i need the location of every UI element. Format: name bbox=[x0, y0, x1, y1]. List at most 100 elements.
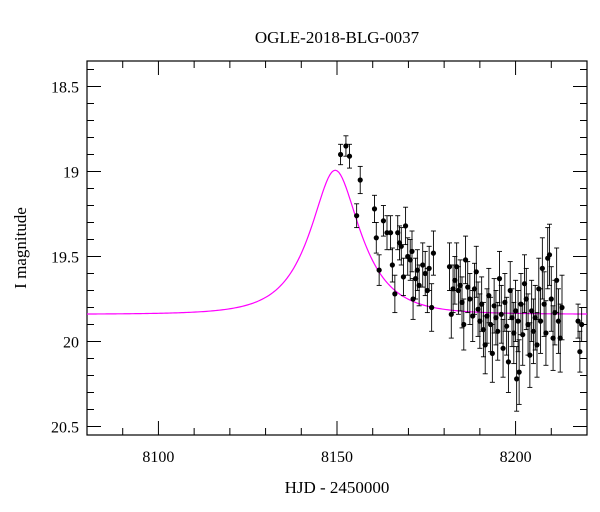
data-point bbox=[509, 288, 515, 348]
data-marker bbox=[473, 269, 479, 275]
data-marker bbox=[500, 345, 506, 351]
data-point bbox=[475, 281, 481, 337]
data-point bbox=[389, 247, 395, 283]
data-marker bbox=[407, 257, 413, 263]
data-marker bbox=[389, 262, 395, 268]
data-marker bbox=[467, 296, 473, 302]
data-point bbox=[337, 143, 344, 166]
data-marker bbox=[529, 308, 535, 314]
data-point bbox=[515, 290, 521, 353]
data-point bbox=[380, 205, 387, 237]
data-marker bbox=[380, 218, 387, 224]
data-point bbox=[505, 330, 512, 393]
data-point bbox=[555, 288, 562, 354]
data-marker bbox=[559, 304, 565, 311]
data-point bbox=[429, 283, 435, 332]
data-marker bbox=[516, 369, 522, 375]
data-point bbox=[422, 250, 428, 297]
data-marker bbox=[398, 243, 404, 249]
tick-labels: 8100 8150 8200 18.5 19 19.5 20 20.5 bbox=[51, 80, 532, 467]
data-point bbox=[400, 257, 407, 297]
plot-content bbox=[87, 135, 587, 412]
data-marker bbox=[515, 318, 521, 324]
data-point bbox=[491, 278, 497, 334]
data-point bbox=[407, 239, 413, 281]
data-point bbox=[376, 254, 382, 286]
y-tick-label: 18.5 bbox=[51, 80, 79, 97]
x-tick-label: 8200 bbox=[500, 449, 532, 466]
data-point bbox=[480, 301, 487, 358]
data-marker bbox=[577, 349, 583, 355]
axis-ticks bbox=[86, 61, 588, 435]
y-axis-label: I magnitude bbox=[11, 207, 30, 289]
data-marker bbox=[541, 301, 547, 307]
data-marker bbox=[477, 318, 483, 324]
data-point bbox=[539, 237, 545, 300]
data-marker bbox=[496, 276, 503, 282]
data-marker bbox=[520, 332, 526, 338]
data-marker bbox=[452, 277, 458, 283]
data-point bbox=[371, 194, 378, 223]
data-point bbox=[343, 135, 349, 157]
data-marker bbox=[409, 248, 415, 254]
data-point bbox=[493, 290, 499, 346]
data-marker bbox=[512, 308, 519, 314]
x-tick-label: 8150 bbox=[321, 449, 353, 466]
data-point bbox=[387, 215, 394, 251]
data-marker bbox=[527, 352, 533, 358]
data-point bbox=[459, 276, 465, 329]
data-point bbox=[420, 242, 426, 288]
data-point bbox=[409, 230, 415, 273]
x-tick-label: 8100 bbox=[142, 449, 174, 466]
data-marker bbox=[575, 318, 581, 324]
y-tick-label: 20 bbox=[63, 335, 79, 352]
data-marker bbox=[537, 318, 544, 324]
data-point bbox=[516, 339, 522, 405]
data-point bbox=[530, 298, 537, 365]
data-point bbox=[354, 203, 360, 229]
data-point bbox=[402, 206, 409, 246]
data-marker bbox=[459, 299, 465, 305]
data-marker bbox=[548, 296, 554, 302]
data-marker bbox=[521, 281, 528, 287]
x-axis-label: HJD - 2450000 bbox=[285, 478, 390, 497]
data-marker bbox=[422, 270, 428, 277]
data-point bbox=[392, 274, 398, 314]
data-point bbox=[430, 230, 437, 276]
data-marker bbox=[376, 267, 382, 273]
data-point bbox=[498, 284, 504, 344]
data-marker bbox=[384, 230, 390, 236]
data-marker bbox=[543, 330, 549, 336]
data-point bbox=[504, 296, 510, 356]
data-marker bbox=[455, 287, 462, 294]
data-point bbox=[514, 346, 520, 412]
data-marker bbox=[429, 304, 435, 311]
data-point bbox=[465, 261, 471, 314]
data-marker bbox=[504, 323, 510, 329]
data-marker bbox=[505, 359, 512, 365]
data-marker bbox=[475, 306, 481, 312]
data-point bbox=[521, 254, 528, 314]
data-point bbox=[467, 273, 473, 325]
data-marker bbox=[530, 328, 537, 334]
data-marker bbox=[400, 274, 407, 280]
data-marker bbox=[509, 315, 515, 321]
data-marker bbox=[426, 265, 432, 271]
data-point bbox=[559, 274, 565, 341]
data-marker bbox=[550, 335, 556, 341]
data-point bbox=[398, 227, 404, 266]
data-marker bbox=[373, 235, 379, 241]
data-marker bbox=[514, 376, 520, 382]
data-point bbox=[496, 250, 503, 307]
y-tick-label: 19.5 bbox=[51, 250, 79, 267]
data-marker bbox=[420, 262, 426, 268]
data-marker bbox=[430, 250, 437, 256]
data-point bbox=[357, 165, 363, 195]
data-marker bbox=[546, 252, 553, 258]
data-point bbox=[346, 143, 353, 169]
data-marker bbox=[457, 282, 463, 288]
data-marker bbox=[346, 153, 353, 159]
data-marker bbox=[493, 315, 499, 321]
data-marker bbox=[357, 177, 363, 183]
